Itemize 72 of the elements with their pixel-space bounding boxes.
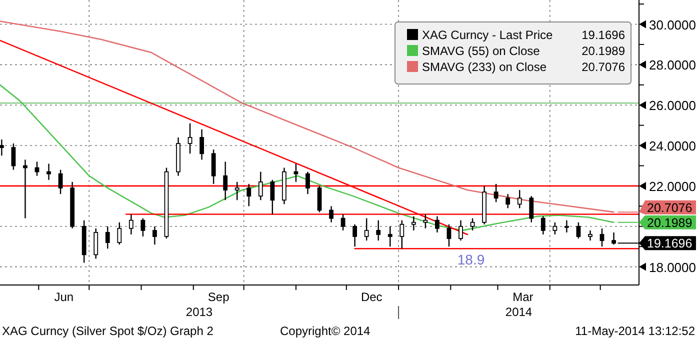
candlestick [270,179,275,215]
candlestick [517,189,522,209]
y-tick-label: 24.0000 [649,138,696,154]
candlestick [612,232,616,246]
x-tick-label: Dec [360,290,382,304]
candlestick [576,222,581,240]
candlestick [46,163,51,180]
annotation: 18.9 [457,252,485,268]
candlestick [294,163,298,183]
candlestick [600,228,604,248]
candlestick [234,181,240,201]
candlestick [340,214,346,232]
candlestick [540,216,546,236]
candlestick [140,218,146,238]
candlestick [0,138,4,156]
candlestick [306,171,310,195]
candlestick [223,161,228,201]
x-tick-label: Jun [54,290,74,304]
candlestick [11,142,16,170]
candlestick [376,220,381,242]
text: 2013 [186,305,213,319]
candlestick [411,216,416,232]
candlestick [317,185,322,213]
candlestick [364,218,369,242]
candlestick [94,228,98,260]
candlestick [105,226,110,250]
candlestick [435,216,440,234]
candlestick [588,230,592,242]
text: Copyright© 2014 [280,324,371,338]
candlestick [117,222,122,246]
candlestick [188,122,192,154]
candlestick [388,226,392,248]
y-tick-label: 22.0000 [649,178,696,194]
legend-label: XAG Curncy - Last Price [422,28,554,42]
legend-label: SMAVG (233) on Close [422,60,547,74]
y-tick-label: 18.0000 [649,260,696,275]
data-label: 20.1989 [647,216,692,230]
x-tick-label: Sep [208,290,230,304]
candlestick [258,171,263,201]
y-tick-label: 30.0000 [649,17,696,32]
candlestick [506,193,510,209]
candlestick [246,183,252,207]
candlestick [423,214,428,230]
candlestick [470,218,475,232]
candlestick [58,169,63,195]
data-label: 20.7076 [647,200,692,215]
candlestick [152,226,157,246]
x-tick-label: Mar [512,290,534,304]
candlestick [200,128,204,160]
text: 19.1696 [582,28,625,42]
text: 20.7076 [582,60,625,74]
candlestick [329,206,334,223]
candlestick [529,195,534,223]
candlestick [211,148,216,185]
text: 2014 [505,305,532,319]
candlestick [352,224,358,248]
candlestick [128,214,134,236]
text: 19.1696 [647,236,692,251]
candlestick [552,222,558,236]
y-tick-label: 28.0000 [649,58,696,73]
y-tick-label: 26.0000 [649,98,696,114]
candlestick [494,183,498,203]
candlestick [400,220,404,250]
candlestick [23,159,28,219]
text: 20.1989 [582,44,625,58]
candlestick [564,220,569,234]
candlestick [34,161,40,176]
text: 11-May-2014 13:12:52 [575,324,696,338]
candlestick [446,224,452,248]
legend-label: SMAVG (55) on Close [422,44,540,58]
candlestick [458,220,463,242]
text: XAG Curncy (Silver Spot $/Oz) Graph 2 [2,324,214,338]
